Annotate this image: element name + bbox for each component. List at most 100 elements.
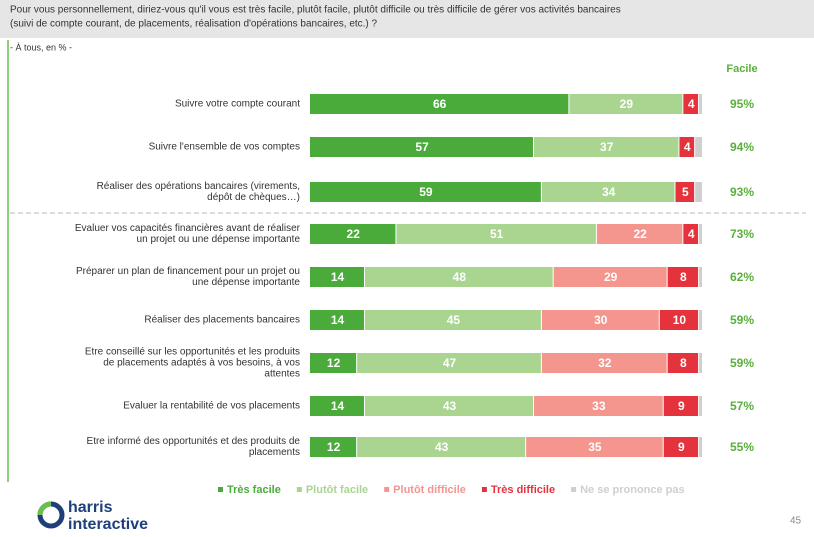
bar-segment [553,267,667,287]
bar-label: 14 [331,399,345,413]
bar-label: 10 [673,313,687,327]
bar-segment [699,437,702,457]
logo-arc [37,501,52,516]
bar-label: 29 [620,97,634,111]
bar-label: 12 [327,356,341,370]
bar-label: 30 [594,313,608,327]
bar-label: 45 [447,313,461,327]
category-label: Evaluer vos capacités financières avant … [75,223,301,234]
bar-segment [699,310,702,330]
total-label: 59% [730,313,754,327]
bar-label: 9 [678,440,685,454]
category-label: de placements adaptés à vos besoins, à v… [103,358,300,369]
category-label: placements [249,447,300,458]
bar-segment [310,353,357,373]
total-label: 95% [730,97,754,111]
bar-segment [534,137,679,157]
bar-label: 37 [600,140,614,154]
bar-segment [541,182,675,202]
bar-label: 14 [331,270,345,284]
total-label: 57% [730,399,754,413]
bar-segment [310,224,396,244]
bar-label: 66 [433,97,447,111]
bar-label: 35 [588,440,602,454]
bar-segment [679,137,695,157]
bar-segment [365,310,541,330]
total-label: 59% [730,356,754,370]
legend-label: Plutôt facile [306,484,368,496]
legend-label: Ne se prononce pas [580,484,685,496]
legend-label: Très facile [227,484,281,496]
header-band [0,0,814,38]
category-label: une dépense importante [192,277,300,288]
legend-swatch [571,487,577,492]
page-number: 45 [790,516,802,527]
bar-segment [541,353,667,373]
legend-label: Plutôt difficile [393,484,466,496]
bar-segment [596,224,683,244]
bar-label: 8 [680,356,687,370]
bar-segment [667,353,699,373]
category-label: dépôt de chèques…) [207,192,300,203]
bar-segment [365,267,553,287]
total-label: 73% [730,227,754,241]
bar-segment [663,396,699,416]
bar-label: 51 [490,227,504,241]
bar-label: 57 [415,140,429,154]
bar-segment [310,94,569,114]
bar-segment [357,353,541,373]
bar-segment [310,267,365,287]
bar-label: 34 [602,185,616,199]
bar-segment [569,94,683,114]
legend-swatch [384,487,390,492]
bar-segment [541,310,659,330]
legend-swatch [481,487,487,492]
bar-label: 59 [419,185,433,199]
category-label: Evaluer la rentabilité de vos placements [123,401,300,412]
bar-segment [699,353,702,373]
total-title: Facile [726,63,757,75]
bar-segment [526,437,663,457]
bar-segment [357,437,526,457]
question: (suivi de compte courant, de placements,… [10,19,378,30]
bar-segment [659,310,699,330]
bar-segment [534,396,663,416]
bar-segment [675,182,695,202]
total-label: 55% [730,440,754,454]
bar-label: 12 [327,440,341,454]
bar-segment [699,396,702,416]
bar-segment [310,396,365,416]
bar-segment [310,437,357,457]
bar-segment [683,224,699,244]
bar-segment [699,94,702,114]
bar-label: 22 [633,227,647,241]
bar-segment [396,224,596,244]
bar-segment [699,267,702,287]
category-label: Suivre l'ensemble de vos comptes [149,142,300,153]
bar-label: 33 [592,399,606,413]
bar-label: 43 [443,399,457,413]
bar-segment [695,182,702,202]
total-label: 93% [730,185,754,199]
base: - À tous, en % - [10,42,72,52]
category-label: Préparer un plan de financement pour un … [76,266,300,277]
logo-text: interactive [68,516,148,533]
category-label: Suivre votre compte courant [175,99,300,110]
bar-label: 14 [331,313,345,327]
category-label: Réaliser des placements bancaires [144,315,300,326]
category-label: Etre conseillé sur les opportunités et l… [85,347,300,358]
bar-label: 29 [604,270,618,284]
category-label: un projet ou une dépense importante [137,234,301,245]
question: Pour vous personnellement, diriez-vous q… [10,5,621,16]
category-label: Réaliser des opérations bancaires (virem… [97,181,300,192]
category-label: Etre informé des opportunités et des pro… [87,436,301,447]
legend-swatch [218,487,223,492]
legend-swatch [296,487,302,492]
bar-label: 4 [684,140,691,154]
total-label: 62% [730,270,754,284]
total-label: 94% [730,140,754,154]
bar-label: 47 [443,356,457,370]
bar-segment [667,267,699,287]
bar-label: 5 [682,185,689,199]
